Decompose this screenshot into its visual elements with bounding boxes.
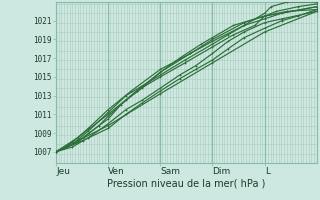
- X-axis label: Pression niveau de la mer( hPa ): Pression niveau de la mer( hPa ): [107, 179, 266, 189]
